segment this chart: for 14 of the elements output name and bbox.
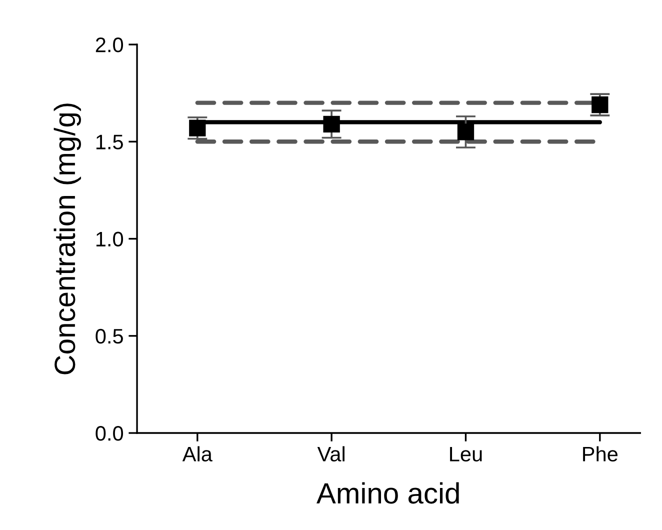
y-tick-label: 0.5 bbox=[96, 328, 123, 344]
x-tick-label: Phe bbox=[583, 446, 618, 462]
x-axis-title: Amino acid bbox=[316, 482, 459, 504]
x-tick-label: Leu bbox=[450, 446, 482, 462]
point bbox=[323, 116, 340, 132]
point bbox=[189, 120, 206, 136]
y-axis-title: Concentration (mg/g) bbox=[54, 104, 81, 374]
x-tick-label: Val bbox=[317, 446, 344, 462]
y-tick-label: 1.5 bbox=[96, 134, 123, 150]
x-tick-label: Ala bbox=[182, 446, 212, 462]
point bbox=[457, 124, 474, 140]
y-tick-label: 2.0 bbox=[96, 38, 124, 52]
y-tick-label: 0.0 bbox=[96, 426, 124, 441]
y-tick-label: 1.0 bbox=[96, 232, 124, 247]
